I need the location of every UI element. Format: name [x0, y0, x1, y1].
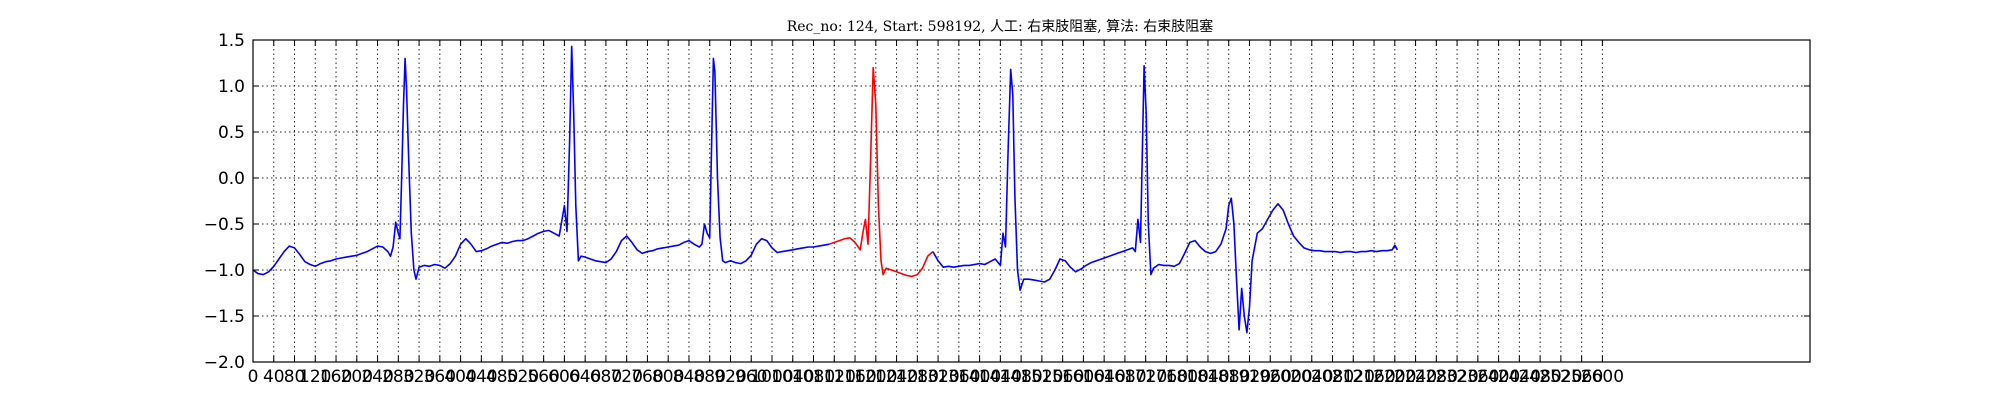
- x-tick-label: 360: [424, 367, 456, 387]
- x-tick-label: 2440: [1498, 367, 1541, 387]
- x-tick-label: 2280: [1415, 367, 1458, 387]
- x-tick-label: 1200: [854, 367, 897, 387]
- x-tick-label: 2160: [1352, 367, 1395, 387]
- ecg-segment-line: [828, 66, 934, 278]
- x-tick-label: 440: [465, 367, 497, 387]
- series-group: [252, 45, 1399, 334]
- y-tick-label: 0.5: [218, 123, 245, 143]
- x-axis: 0 40 8012016020024028032036040044048052056…: [248, 40, 1624, 387]
- x-tick-label: 2200: [1373, 367, 1416, 387]
- x-tick-label: 2120: [1332, 367, 1375, 387]
- x-tick-label: 400: [444, 367, 476, 387]
- x-tick-label: 2240: [1394, 367, 1437, 387]
- x-tick-label: 800: [652, 367, 684, 387]
- x-tick-label: 160: [320, 367, 352, 387]
- x-tick-label: 1360: [937, 367, 980, 387]
- x-tick-label: 1120: [813, 367, 856, 387]
- y-tick-label: −0.5: [204, 215, 245, 235]
- x-tick-label: 1920: [1228, 367, 1271, 387]
- x-tick-label: 2040: [1290, 367, 1333, 387]
- x-tick-label: 320: [403, 367, 435, 387]
- x-tick-label: 2480: [1518, 367, 1561, 387]
- x-tick-label: 1160: [833, 367, 876, 387]
- x-tick-label: 200: [341, 367, 373, 387]
- y-tick-label: −2.0: [204, 353, 245, 373]
- x-tick-label: 560: [527, 367, 559, 387]
- x-tick-label: 1240: [875, 367, 918, 387]
- x-tick-label: 1080: [792, 367, 835, 387]
- x-tick-label: 1960: [1249, 367, 1292, 387]
- y-tick-label: −1.0: [204, 261, 245, 281]
- y-tick-label: 1.5: [218, 31, 245, 51]
- x-tick-label: 920: [714, 367, 746, 387]
- x-tick-label: 280: [382, 367, 414, 387]
- x-tick-label: 1800: [1166, 367, 1209, 387]
- x-tick-label: 600: [548, 367, 580, 387]
- x-tick-label: 1880: [1207, 367, 1250, 387]
- x-tick-label: 2400: [1477, 367, 1520, 387]
- x-tick-label: 640: [569, 367, 601, 387]
- x-tick-label: 2560: [1560, 367, 1603, 387]
- ecg-segment-line: [932, 65, 1399, 334]
- x-tick-label: 1480: [999, 367, 1042, 387]
- x-tick-label: 2320: [1435, 367, 1478, 387]
- x-tick-label: 1400: [958, 367, 1001, 387]
- x-tick-label: 880: [693, 367, 725, 387]
- x-tick-label: 680: [590, 367, 622, 387]
- x-tick-label: 1640: [1083, 367, 1126, 387]
- x-tick-label: 80: [284, 367, 306, 387]
- y-axis: −2.0 −1.5 −1.0 −0.5 0.0 0.5 1.0 1.5: [204, 31, 1810, 373]
- x-tick-label: 240: [361, 367, 393, 387]
- x-tick-label: 0: [248, 367, 259, 387]
- x-tick-label: 720: [610, 367, 642, 387]
- x-tick-label: 2520: [1539, 367, 1582, 387]
- x-tick-label: 1520: [1020, 367, 1063, 387]
- y-tick-label: 1.0: [218, 77, 245, 97]
- x-tick-label: 1440: [979, 367, 1022, 387]
- x-tick-label: 1000: [750, 367, 793, 387]
- x-tick-label: 1720: [1124, 367, 1167, 387]
- grid: [252, 39, 1810, 363]
- x-tick-label: 120: [299, 367, 331, 387]
- x-tick-label: 1840: [1186, 367, 1229, 387]
- x-tick-label: 1760: [1145, 367, 1188, 387]
- x-tick-label: 2600: [1581, 367, 1624, 387]
- chart-title: Rec_no: 124, Start: 598192, 人工: 右束肢阻塞, 算…: [787, 18, 1214, 35]
- x-tick-label: 1280: [896, 367, 939, 387]
- x-tick-label: 480: [486, 367, 518, 387]
- x-tick-label: 960: [735, 367, 767, 387]
- y-tick-label: 0.0: [218, 169, 245, 189]
- x-tick-label: 1040: [771, 367, 814, 387]
- x-tick-label: 2000: [1269, 367, 1312, 387]
- x-tick-label: 1560: [1041, 367, 1084, 387]
- x-tick-label: 840: [673, 367, 705, 387]
- x-tick-label: 1320: [916, 367, 959, 387]
- x-tick-label: 1600: [1062, 367, 1105, 387]
- x-tick-label: 2080: [1311, 367, 1354, 387]
- ecg-segment-line: [252, 45, 830, 281]
- x-tick-label: 760: [631, 367, 663, 387]
- x-tick-label: 520: [507, 367, 539, 387]
- plot-frame: [252, 39, 1811, 363]
- x-tick-label: 1680: [1103, 367, 1146, 387]
- y-tick-label: −1.5: [204, 307, 245, 327]
- x-tick-label: 40: [263, 367, 285, 387]
- x-tick-label: 2360: [1456, 367, 1499, 387]
